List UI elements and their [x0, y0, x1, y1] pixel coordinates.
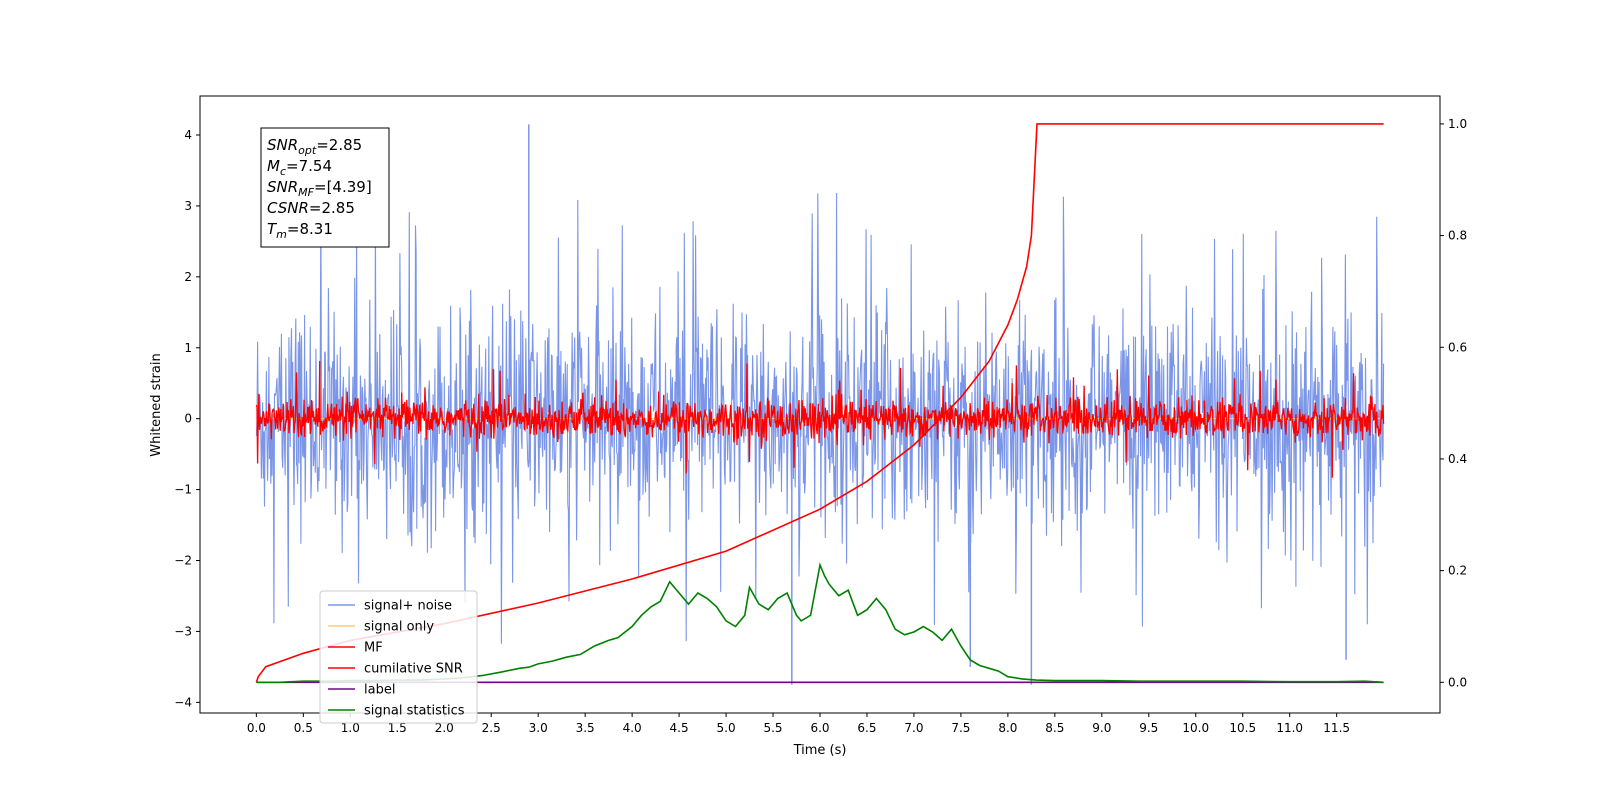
annotation-line: SNRMF=[4.39] — [267, 178, 372, 199]
x-axis-label: Time (s) — [793, 743, 847, 758]
x-tick-label: 2.0 — [435, 721, 454, 735]
x-tick-label: 3.5 — [576, 721, 595, 735]
y-right-tick-label: 0.6 — [1448, 340, 1467, 354]
annotation-line: CSNR=2.85 — [267, 199, 355, 217]
x-tick-label: 0.0 — [247, 721, 266, 735]
x-tick-label: 9.5 — [1139, 721, 1158, 735]
y-left-tick-label: 0 — [184, 412, 192, 426]
x-tick-label: 6.0 — [810, 721, 829, 735]
legend: signal+ noise signal only MF cumilative SNR… — [319, 590, 478, 724]
x-tick-label: 8.5 — [1045, 721, 1064, 735]
x-tick-label: 7.5 — [951, 721, 970, 735]
y-left-tick-label: 3 — [184, 199, 192, 213]
x-tick-label: 11.0 — [1276, 721, 1303, 735]
x-tick-label: 11.5 — [1323, 721, 1350, 735]
legend-label: signal+ noise — [364, 599, 452, 614]
x-tick-label: 6.5 — [857, 721, 876, 735]
y-left-tick-label: 1 — [184, 341, 192, 355]
y-axis-right-ticks: 1.0 0.8 0.6 0.4 0.2 0.0 — [1440, 117, 1467, 689]
legend-label: signal only — [364, 620, 434, 635]
legend-label: signal statistics — [364, 704, 465, 719]
x-tick-label: 1.5 — [388, 721, 407, 735]
legend-label: cumilative SNR — [364, 662, 463, 677]
x-tick-label: 5.5 — [763, 721, 782, 735]
y-axis-label: Whitened strain — [149, 353, 164, 456]
x-tick-label: 3.0 — [529, 721, 548, 735]
x-tick-label: 5.0 — [717, 721, 736, 735]
legend-label: label — [364, 683, 395, 698]
y-left-tick-label: 2 — [184, 270, 192, 284]
y-right-tick-label: 0.4 — [1448, 452, 1467, 466]
y-left-tick-label: 4 — [184, 128, 192, 142]
x-tick-label: 0.5 — [294, 721, 313, 735]
x-tick-label: 9.0 — [1092, 721, 1111, 735]
series-cumilative-snr — [255, 123, 1384, 683]
annotation-line: Tm=8.31 — [267, 220, 333, 241]
x-tick-label: 8.0 — [998, 721, 1017, 735]
x-tick-label: 7.0 — [904, 721, 923, 735]
series-signal-statistics — [256, 562, 1384, 684]
y-axis-left-ticks: 4 3 2 1 0 −1 −2 −3 −4 — [174, 128, 200, 709]
series-mf — [255, 360, 1385, 478]
x-tick-label: 4.0 — [623, 721, 642, 735]
x-tick-label: 4.5 — [670, 721, 689, 735]
y-left-tick-label: −4 — [174, 695, 192, 709]
y-right-tick-label: 0.2 — [1448, 564, 1467, 578]
legend-frame — [319, 590, 478, 724]
y-right-tick-label: 0.8 — [1448, 229, 1467, 243]
y-left-tick-label: −2 — [174, 554, 192, 568]
y-right-tick-label: 0.0 — [1448, 675, 1467, 689]
annotation-line: SNRopt=2.85 — [267, 136, 362, 157]
x-axis-ticks: 0.0 0.5 1.0 1.5 2.0 2.5 3.0 3.5 4.0 4.5 5.0 5.5 6.0 6… — [247, 713, 1350, 735]
plot-series — [255, 123, 1385, 685]
legend-label: MF — [364, 641, 383, 656]
x-tick-label: 1.0 — [341, 721, 360, 735]
y-right-tick-label: 1.0 — [1448, 117, 1467, 131]
x-tick-label: 2.5 — [482, 721, 501, 735]
annotation-frame — [260, 127, 390, 248]
annotation-line: Mc=7.54 — [267, 157, 332, 178]
y-left-tick-label: −1 — [174, 483, 192, 497]
x-tick-label: 10.5 — [1229, 721, 1256, 735]
x-tick-label: 10.0 — [1182, 721, 1209, 735]
y-left-tick-label: −3 — [174, 624, 192, 638]
series-signal-noise — [255, 192, 1385, 644]
